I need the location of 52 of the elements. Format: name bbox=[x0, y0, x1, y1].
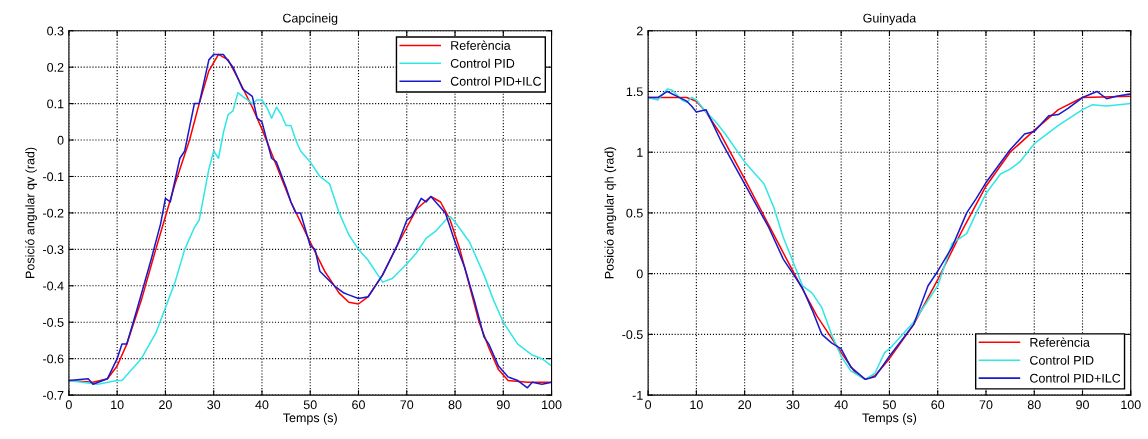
x-tick-label: 80 bbox=[448, 400, 462, 410]
x-tick-label: 10 bbox=[690, 400, 703, 410]
y-tick-label: 0.5 bbox=[626, 208, 643, 218]
x-tick-label: 70 bbox=[400, 400, 414, 410]
legend-label: Control PID+ILC bbox=[450, 76, 542, 86]
x-tick-label: 0 bbox=[65, 400, 72, 410]
x-axis-title: Temps (s) bbox=[862, 413, 917, 425]
x-tick-label: 60 bbox=[352, 400, 365, 410]
chart-title: Capcineig bbox=[283, 13, 338, 25]
y-tick-label: -0.5 bbox=[43, 318, 64, 327]
x-tick-label: 50 bbox=[882, 400, 896, 410]
x-tick-label: 40 bbox=[834, 400, 848, 410]
legend-label: Control PID bbox=[450, 58, 515, 68]
y-axis-title: Posició angular qv (rad) bbox=[25, 147, 37, 278]
x-tick-label: 80 bbox=[1027, 400, 1041, 410]
y-tick-label: -0.1 bbox=[43, 172, 64, 182]
y-tick-label: -0.4 bbox=[43, 281, 64, 291]
y-tick-label: 0.2 bbox=[47, 62, 64, 72]
y-tick-label: -1 bbox=[632, 391, 643, 400]
x-tick-label: 50 bbox=[303, 400, 317, 410]
y-tick-label: 2 bbox=[636, 26, 643, 36]
x-tick-label: 20 bbox=[159, 400, 172, 410]
y-tick-label: 0.1 bbox=[47, 99, 64, 109]
x-tick-label: 30 bbox=[207, 400, 221, 410]
y-tick-label: 1 bbox=[637, 148, 643, 157]
x-tick-label: 20 bbox=[738, 400, 752, 410]
x-tick-label: 10 bbox=[111, 400, 124, 410]
x-tick-label: 60 bbox=[931, 400, 945, 410]
x-tick-label: 100 bbox=[542, 400, 562, 410]
chart-title: Guinyada bbox=[863, 13, 917, 25]
y-tick-label: 0 bbox=[57, 135, 64, 145]
y-axis-title: Posició angular qh (rad) bbox=[604, 147, 617, 279]
x-axis-title: Temps (s) bbox=[283, 413, 337, 425]
x-tick-label: 0 bbox=[645, 400, 652, 410]
y-tick-label: -0.7 bbox=[43, 390, 64, 400]
x-tick-label: 100 bbox=[1121, 400, 1141, 410]
y-tick-label: -0.5 bbox=[622, 330, 643, 340]
x-tick-label: 90 bbox=[1076, 400, 1089, 410]
x-tick-label: 90 bbox=[496, 400, 510, 410]
y-tick-label: 1.5 bbox=[626, 87, 643, 97]
x-tick-label: 40 bbox=[255, 400, 269, 410]
y-tick-label: -0.2 bbox=[43, 208, 64, 218]
y-tick-label: 0.3 bbox=[47, 26, 64, 36]
legend-label: Control PID+ILC bbox=[1030, 373, 1121, 383]
y-tick-label: 0 bbox=[636, 269, 643, 279]
y-tick-label: -0.6 bbox=[43, 354, 64, 364]
y-tick-label: -0.3 bbox=[43, 245, 64, 254]
legend-label: Referència bbox=[451, 40, 511, 50]
x-tick-label: 30 bbox=[786, 400, 800, 410]
x-tick-label: 70 bbox=[979, 400, 993, 410]
legend-label: Control PID bbox=[1030, 355, 1094, 365]
legend-label: Referència bbox=[1030, 337, 1090, 347]
